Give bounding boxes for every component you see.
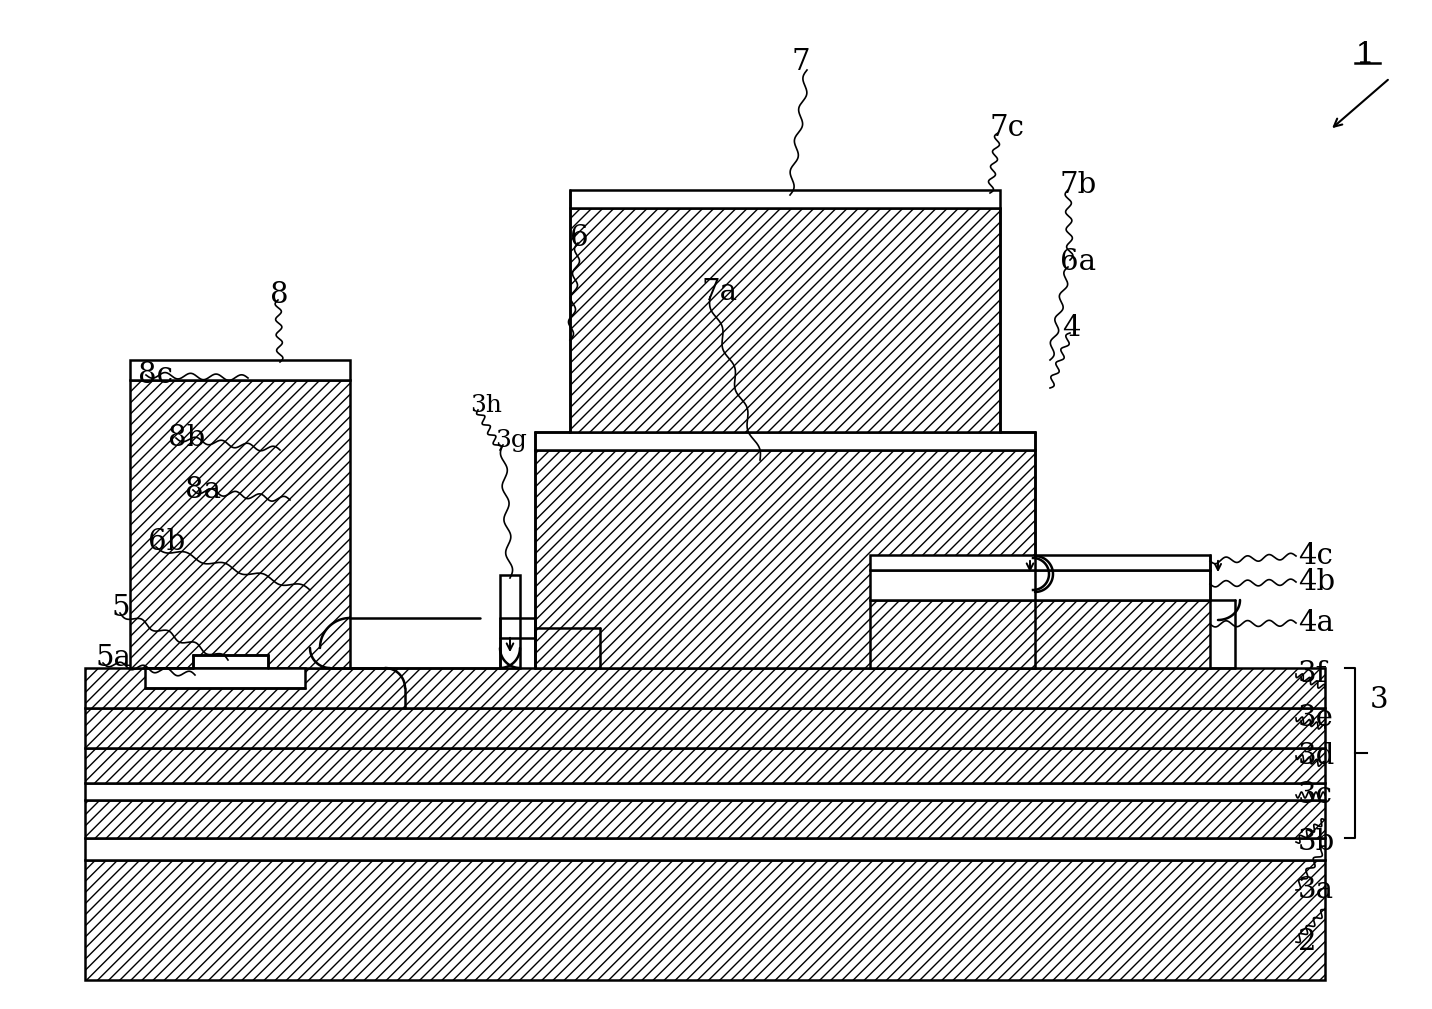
- Text: 8a: 8a: [185, 476, 221, 504]
- Text: 4b: 4b: [1297, 568, 1335, 596]
- Bar: [871, 555, 1210, 570]
- Text: 3g: 3g: [495, 429, 527, 451]
- Text: 3c: 3c: [1297, 781, 1333, 809]
- Text: 3e: 3e: [1297, 704, 1333, 732]
- Bar: [130, 360, 349, 380]
- Text: 3f: 3f: [1297, 660, 1327, 688]
- Text: 7b: 7b: [1060, 171, 1097, 199]
- Bar: [536, 450, 1035, 668]
- Text: 8c: 8c: [137, 361, 173, 389]
- Text: 3h: 3h: [470, 394, 503, 417]
- Text: 8: 8: [271, 281, 289, 309]
- Text: 6a: 6a: [1060, 248, 1095, 276]
- Text: 4a: 4a: [1297, 609, 1335, 637]
- Bar: [871, 600, 1210, 668]
- Text: 3a: 3a: [1297, 876, 1335, 904]
- Text: 5a: 5a: [95, 644, 130, 672]
- Text: 7: 7: [792, 48, 811, 76]
- Bar: [84, 800, 1325, 838]
- Text: 1: 1: [1355, 41, 1373, 69]
- Text: 3: 3: [1370, 686, 1389, 714]
- Bar: [84, 838, 1325, 860]
- Bar: [130, 380, 349, 668]
- Bar: [570, 190, 1000, 208]
- Bar: [84, 860, 1325, 980]
- Bar: [871, 570, 1210, 600]
- Text: 7a: 7a: [702, 278, 737, 306]
- Text: 4c: 4c: [1297, 542, 1333, 570]
- Bar: [84, 708, 1325, 748]
- Text: 6: 6: [570, 224, 589, 252]
- Text: 2: 2: [1297, 928, 1316, 956]
- Text: 7c: 7c: [990, 114, 1025, 142]
- Bar: [570, 208, 1000, 432]
- Bar: [145, 668, 305, 688]
- Text: 4: 4: [1063, 314, 1081, 342]
- Bar: [84, 668, 1325, 708]
- Text: 3b: 3b: [1297, 828, 1335, 856]
- Text: 5: 5: [112, 594, 130, 622]
- Text: 1: 1: [1355, 41, 1373, 69]
- Bar: [84, 748, 1325, 783]
- Bar: [500, 575, 520, 668]
- Text: 3d: 3d: [1297, 742, 1335, 770]
- Text: 8b: 8b: [168, 424, 205, 452]
- Bar: [536, 432, 1035, 450]
- Text: 6b: 6b: [147, 528, 185, 556]
- Bar: [193, 655, 268, 668]
- Bar: [84, 783, 1325, 800]
